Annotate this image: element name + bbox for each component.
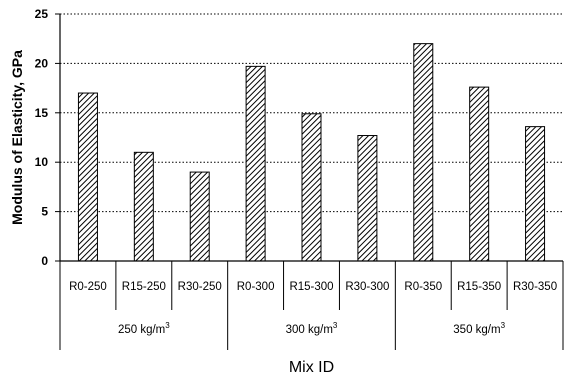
x-category-label: R0-350 — [404, 281, 442, 293]
y-tick-label: 15 — [35, 106, 49, 120]
bar-r15-350 — [470, 87, 489, 261]
y-tick-label: 25 — [35, 7, 49, 21]
x-category-label: R30-250 — [178, 281, 222, 293]
x-category-label: R15-350 — [457, 281, 501, 293]
x-category-label: R15-300 — [289, 281, 333, 293]
x-group-label: 250 kg/m3 — [118, 321, 170, 336]
bar-r30-350 — [526, 127, 545, 261]
bar-r0-350 — [414, 44, 433, 261]
x-category-label: R30-350 — [513, 281, 557, 293]
bar-r0-250 — [78, 93, 97, 261]
x-group-label: 300 kg/m3 — [286, 321, 338, 336]
y-tick-label: 5 — [41, 205, 48, 219]
bars — [78, 44, 544, 261]
bar-r15-250 — [134, 152, 153, 261]
x-group-label: 350 kg/m3 — [453, 321, 505, 336]
y-axis-title: Modulus of Elasticity, GPa — [9, 50, 25, 225]
x-axis-title: Mix ID — [289, 359, 334, 376]
y-tick-label: 0 — [41, 254, 48, 268]
bar-r30-300 — [358, 136, 377, 261]
y-tick-label: 20 — [35, 56, 49, 70]
x-category-label: R30-300 — [345, 281, 389, 293]
x-category-label: R15-250 — [122, 281, 166, 293]
bar-r0-300 — [246, 66, 265, 261]
bar-r15-300 — [302, 114, 321, 261]
x-category-label: R0-250 — [69, 281, 107, 293]
bar-r30-250 — [190, 172, 209, 261]
x-category-label: R0-300 — [237, 281, 275, 293]
y-tick-label: 10 — [35, 155, 49, 169]
